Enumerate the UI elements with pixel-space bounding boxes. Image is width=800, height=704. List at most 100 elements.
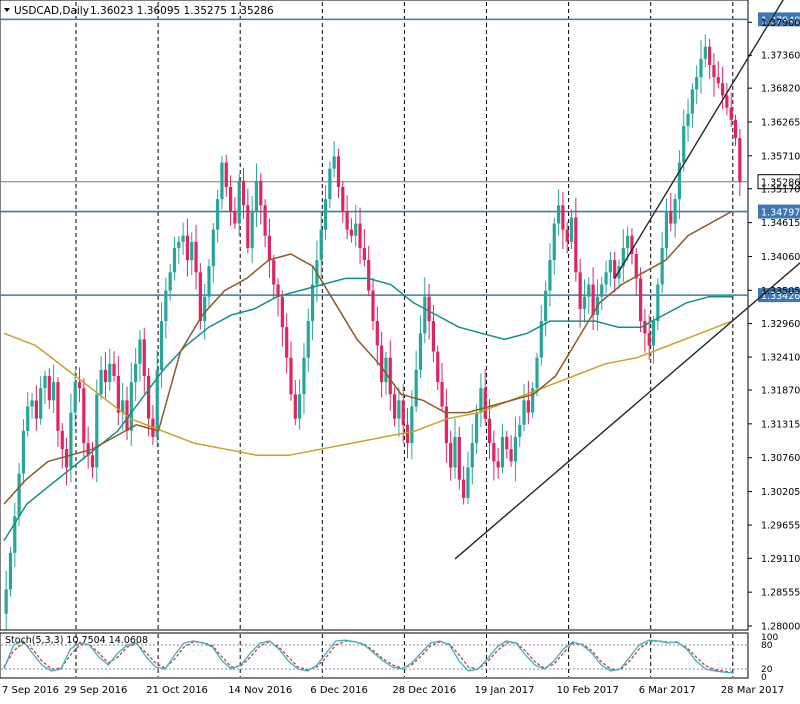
- y-tick-label: 1.30205: [761, 487, 800, 498]
- bear-candle: [643, 321, 647, 334]
- bull-candle: [453, 436, 457, 468]
- bull-candle: [310, 284, 315, 322]
- bear-candle: [358, 223, 362, 248]
- bear-candle: [86, 443, 90, 456]
- bear-candle: [613, 260, 617, 279]
- bull-candle: [418, 333, 423, 370]
- bull-candle: [203, 296, 207, 322]
- trend-channel: [454, 0, 800, 560]
- y-tick-label: 1.33505: [761, 286, 800, 297]
- price-axis: 1.37900 1.37360 1.36820 1.36265 1.35710 1.351…: [748, 18, 800, 683]
- vertical-grid: [1, 2, 747, 677]
- bear-candle: [272, 260, 276, 285]
- stoch-level-label: 100: [761, 633, 778, 643]
- bear-candle: [483, 388, 487, 419]
- y-tick-label: 1.37900: [761, 18, 800, 29]
- bear-candle: [103, 369, 108, 383]
- bear-candle: [116, 375, 120, 413]
- bull-candle: [677, 162, 682, 200]
- bear-candle: [146, 375, 151, 419]
- channel-lower-line: [454, 262, 800, 560]
- bear-candle: [280, 296, 284, 328]
- bear-candle: [401, 400, 405, 425]
- bull-candle: [177, 241, 181, 248]
- stoch-level-label: 80: [761, 641, 773, 651]
- bear-candle: [712, 64, 716, 78]
- bear-candle: [233, 211, 237, 224]
- ma-fast-line: [3, 210, 733, 505]
- bear-candle: [578, 272, 582, 309]
- bull-candle: [21, 430, 26, 474]
- bear-candle: [392, 394, 397, 419]
- bull-candle: [4, 589, 8, 614]
- level-price-label: 1.34797: [761, 208, 800, 219]
- stoch-level-label: 0: [761, 673, 767, 683]
- bull-candle: [129, 382, 133, 431]
- bear-candle: [720, 83, 725, 96]
- header-symbol: USDCAD,Daily: [14, 5, 89, 17]
- bear-candle: [634, 254, 638, 279]
- bull-candle: [26, 406, 30, 431]
- bear-candle: [246, 205, 250, 248]
- bear-candle: [729, 107, 733, 120]
- bear-candle: [60, 430, 64, 450]
- bull-candle: [121, 400, 125, 413]
- bear-candle: [431, 321, 436, 352]
- bear-candle: [388, 357, 392, 395]
- bear-candle: [638, 278, 643, 322]
- bull-candle: [52, 382, 56, 401]
- bull-candle: [582, 296, 587, 309]
- bull-candle: [673, 199, 677, 224]
- level-price-label: 1.37948: [761, 15, 800, 26]
- y-tick-label: 1.36820: [761, 84, 800, 95]
- stoch-label: Stoch(5,3,3) 10.7504 14.0608: [5, 635, 148, 646]
- bull-candle: [302, 357, 306, 395]
- bear-candle: [630, 235, 634, 255]
- bull-candle: [556, 205, 561, 224]
- bull-candle: [69, 412, 73, 468]
- bull-candle: [17, 473, 21, 517]
- bear-candle: [496, 461, 500, 468]
- x-tick-label: 21 Oct 2016: [146, 685, 208, 696]
- y-tick-label: 1.31870: [761, 386, 800, 397]
- bull-candle: [216, 199, 220, 230]
- stoch-signal-line: [3, 640, 735, 673]
- dropdown-triangle-icon[interactable]: [4, 8, 10, 12]
- bull-candle: [354, 223, 358, 236]
- y-tick-label: 1.31315: [761, 419, 800, 430]
- x-tick-label: 6 Dec 2016: [310, 685, 368, 696]
- x-tick-label: 6 Mar 2017: [639, 685, 696, 696]
- bear-candle: [228, 186, 233, 212]
- bull-candle: [544, 290, 548, 322]
- bull-candle: [168, 272, 172, 291]
- bear-candle: [367, 260, 371, 291]
- bear-candle: [561, 205, 565, 230]
- bull-candle: [237, 180, 241, 224]
- x-tick-label: 28 Dec 2016: [392, 685, 456, 696]
- bear-candle: [427, 296, 431, 322]
- header-ohlc: 1.36023 1.36095 1.35275 1.35286: [90, 5, 274, 17]
- bear-candle: [362, 247, 366, 261]
- bull-candle: [626, 235, 630, 248]
- y-tick-label: 1.34615: [761, 218, 800, 229]
- y-tick-label: 1.29655: [761, 521, 800, 532]
- y-tick-label: 1.29110: [761, 554, 800, 565]
- bull-candle: [155, 369, 159, 437]
- bull-candle: [587, 284, 591, 297]
- bear-candle: [509, 449, 513, 462]
- bull-candle: [328, 168, 332, 200]
- bull-candle: [518, 424, 522, 437]
- bear-candle: [259, 180, 263, 206]
- bear-candle: [224, 162, 228, 187]
- y-tick-label: 1.36265: [761, 117, 800, 128]
- bear-candle: [194, 241, 198, 273]
- bull-candle: [608, 260, 612, 273]
- bear-candle: [56, 382, 60, 431]
- y-tick-label: 1.35710: [761, 151, 800, 162]
- bull-candle: [8, 552, 13, 590]
- candles: [4, 34, 742, 630]
- bull-candle: [664, 211, 669, 248]
- y-tick-label: 1.28000: [761, 622, 800, 633]
